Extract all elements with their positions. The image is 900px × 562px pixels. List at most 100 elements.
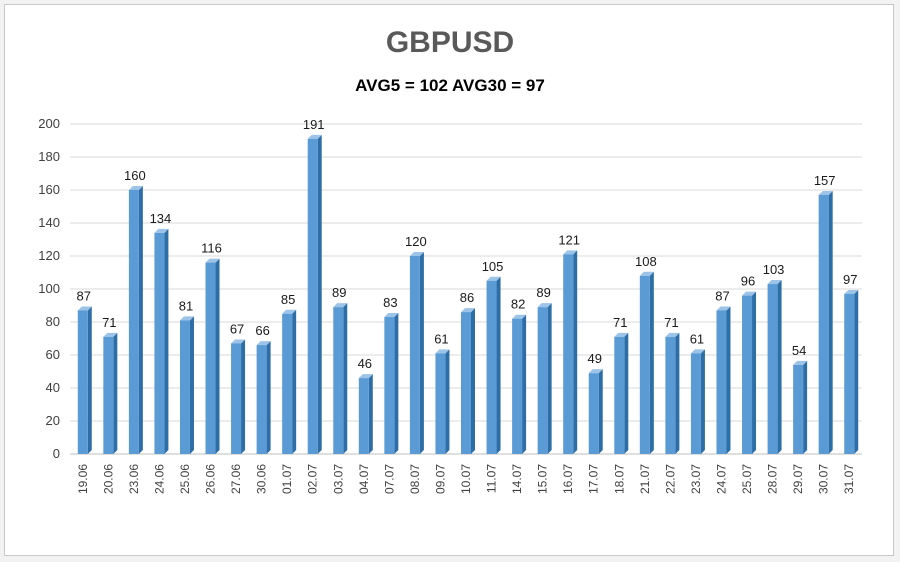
y-tick-label: 180 [38,149,60,164]
bar-front [282,313,293,454]
x-tick-label: 23.07 [689,464,703,494]
x-tick-label: 19.06 [76,464,90,494]
y-tick-label: 80 [46,314,60,329]
bar [435,349,450,454]
bar [179,316,194,454]
bar-side [828,190,833,454]
data-label: 96 [741,274,755,289]
bar-front [358,378,369,454]
bar-side [649,271,654,454]
bar-side [573,250,578,454]
data-label: 105 [482,259,504,274]
bar-side [343,303,348,454]
bar-side [419,252,424,454]
bar [77,306,92,454]
bar-side [317,134,322,454]
data-label: 89 [536,285,550,300]
data-label: 134 [150,211,172,226]
y-tick-label: 20 [46,413,60,428]
x-tick-label: 29.07 [791,464,805,494]
y-tick-label: 120 [38,248,60,263]
bar-front [307,138,318,454]
bar-top [614,332,629,337]
x-tick-label: 30.06 [255,464,269,494]
bar [844,289,859,454]
x-tick-label: 30.07 [817,464,831,494]
bar-side [598,369,603,454]
bar-top [690,349,705,354]
data-label: 103 [763,262,785,277]
bar-side [189,316,194,454]
bar-front [205,262,216,454]
bar-top [103,332,118,337]
bar-front [742,295,753,454]
bar-front [844,293,855,454]
data-label: 54 [792,343,806,358]
bar-front [231,343,242,454]
x-tick-label: 03.07 [331,464,345,494]
x-tick-label: 21.07 [638,464,652,494]
y-tick-label: 160 [38,182,60,197]
bar-top [128,186,143,190]
bar-top [767,280,782,285]
bar-front [461,312,471,454]
data-label: 121 [558,232,580,247]
bar-top [793,360,808,365]
data-label: 82 [511,297,525,312]
bar [614,332,629,454]
bar-top [358,374,373,379]
x-tick-label: 09.07 [433,464,447,494]
x-tick-label: 25.06 [178,464,192,494]
bar [282,309,297,454]
chart-title: GBPUSD [385,26,515,59]
bar [639,271,654,454]
bar-top [563,250,578,255]
bar-front [77,310,88,454]
bar-front [154,232,165,454]
x-tick-label: 18.07 [612,464,626,494]
bar-top [435,349,450,354]
bar [486,276,501,454]
bar-front [486,280,497,454]
bar [409,252,424,454]
bar-side [241,339,246,454]
data-label: 87 [77,288,91,303]
data-label: 66 [255,323,269,338]
bar-top [716,306,731,311]
bar-top [844,289,859,294]
bar [256,341,271,454]
x-tick-label: 07.07 [382,464,396,494]
bar [588,369,603,454]
bar [665,332,680,454]
bar-side [368,374,373,454]
data-label: 160 [124,168,146,183]
bar-front [103,336,114,454]
bar [307,134,322,454]
bar-side [624,332,629,454]
bar-side [138,186,143,454]
bar-side [777,280,782,454]
x-tick-label: 22.07 [663,464,677,494]
bar-side [164,228,169,454]
bar-top [333,303,348,308]
bar-side [113,332,118,454]
data-label: 71 [664,315,678,330]
bar-top [409,252,424,256]
bar [537,303,552,454]
data-label: 46 [358,356,372,371]
x-tick-label: 11.07 [485,464,499,493]
bar [103,332,118,454]
bar-front [818,194,829,454]
bar-side [445,349,450,454]
bar-front [665,336,676,454]
data-label: 191 [303,117,325,132]
bar-side [675,332,680,454]
x-tick-label: 04.07 [357,464,371,494]
x-tick-label: 23.06 [127,464,141,494]
bar-side [726,306,731,454]
x-tick-label: 08.07 [408,464,422,494]
x-tick-label: 24.07 [714,464,728,494]
bar-top [154,228,169,233]
data-label: 49 [588,351,602,366]
bar-top [231,339,246,344]
